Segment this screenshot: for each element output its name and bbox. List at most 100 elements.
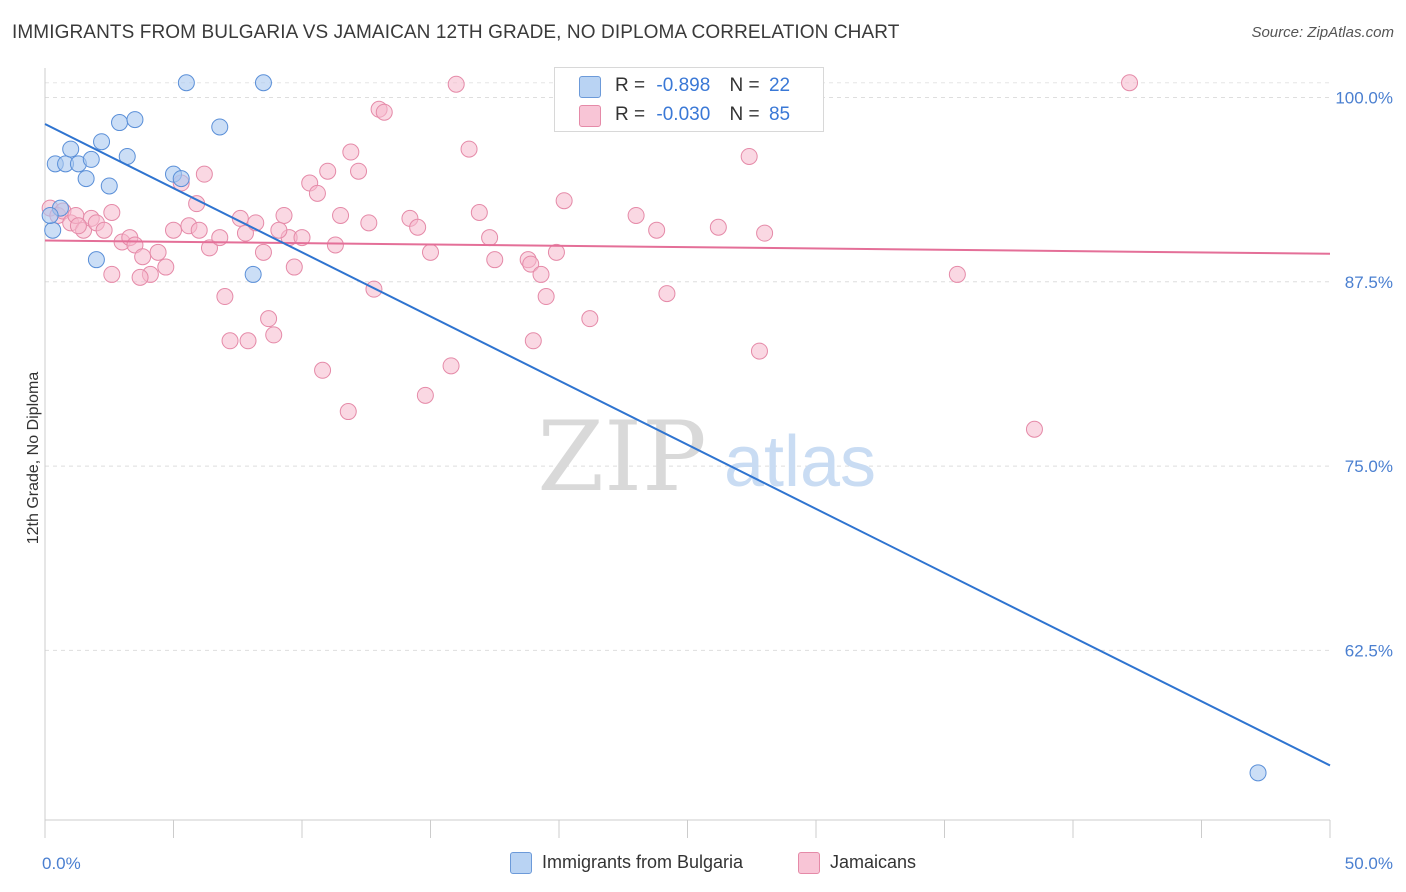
bottom-legend-swatch-pink xyxy=(798,852,820,875)
jamaicans-point xyxy=(239,332,257,350)
bottom-legend-label: Immigrants from Bulgaria xyxy=(542,852,744,872)
jamaicans-point xyxy=(948,265,966,283)
watermark-atlas: atlas xyxy=(724,422,876,502)
jamaicans-point xyxy=(165,221,182,239)
jamaicans-point xyxy=(658,285,676,303)
y-tick-label: 62.5% xyxy=(1345,641,1393,660)
jamaicans-point xyxy=(69,217,87,235)
jamaicans-point xyxy=(486,251,504,269)
bulgaria-points xyxy=(41,74,1267,782)
jamaicans-point xyxy=(221,332,239,350)
jamaicans-point xyxy=(460,140,478,158)
jamaicans-point xyxy=(134,248,152,266)
bulgaria-point xyxy=(211,118,229,136)
jamaicans-point xyxy=(275,206,293,224)
jamaicans-point xyxy=(157,258,175,276)
jamaicans-point xyxy=(416,386,434,404)
legend-n-label: N = xyxy=(729,104,760,125)
legend-swatch-blue xyxy=(579,76,601,98)
jamaicans-point xyxy=(522,255,540,273)
jamaicans-point xyxy=(481,229,499,247)
jamaicans-point xyxy=(149,243,167,261)
legend-n-label: N = xyxy=(729,75,760,96)
legend-n-value: 85 xyxy=(768,104,791,125)
jamaicans-point xyxy=(627,206,645,224)
jamaicans-point xyxy=(447,75,465,93)
jamaicans-point xyxy=(360,214,378,232)
legend-r-label: R = xyxy=(615,104,646,125)
bottom-legend-jamaicans: Jamaicans xyxy=(798,852,917,875)
jamaicans-trend-line xyxy=(44,239,1331,255)
y-tick-label: 87.5% xyxy=(1345,273,1393,292)
jamaicans-point xyxy=(339,403,357,421)
legend-n-value: 22 xyxy=(768,75,791,96)
jamaicans-point xyxy=(314,361,332,379)
bulgaria-point xyxy=(177,74,195,92)
watermark: ZIP atlas xyxy=(537,401,876,513)
legend-swatch-pink xyxy=(579,105,601,127)
jamaicans-point xyxy=(270,221,288,239)
jamaicans-point xyxy=(537,288,555,306)
jamaicans-point xyxy=(648,221,666,239)
jamaicans-point xyxy=(342,143,360,161)
jamaicans-point xyxy=(524,332,542,350)
jamaicans-point xyxy=(740,147,758,165)
bulgaria-point xyxy=(100,177,118,195)
jamaicans-point xyxy=(190,221,208,239)
jamaicans-point xyxy=(375,103,393,121)
bottom-legend-bulgaria: Immigrants from Bulgaria xyxy=(510,852,744,875)
jamaicans-point xyxy=(532,265,550,283)
jamaicans-point xyxy=(750,342,768,360)
bulgaria-point xyxy=(172,170,190,188)
jamaicans-point xyxy=(293,229,311,247)
jamaicans-point xyxy=(103,265,121,283)
jamaicans-point xyxy=(131,268,149,286)
watermark-zip: ZIP xyxy=(537,401,706,513)
jamaicans-point xyxy=(326,236,344,254)
bottom-legend-label: Jamaicans xyxy=(830,852,917,872)
y-tick-label: 75.0% xyxy=(1345,457,1393,476)
bulgaria-point xyxy=(111,114,129,132)
x-tick-label: 50.0% xyxy=(1345,854,1393,873)
bulgaria-point xyxy=(254,74,272,92)
bulgaria-point xyxy=(77,170,95,188)
legend-r-label: R = xyxy=(615,75,646,96)
stats-legend: R = -0.898 N = 22 R = -0.030 N = 85 xyxy=(554,67,824,132)
legend-r-value: -0.030 xyxy=(656,104,711,125)
bulgaria-point xyxy=(244,265,262,283)
jamaicans-point xyxy=(216,288,234,306)
jamaicans-point xyxy=(1025,420,1043,438)
jamaicans-point xyxy=(581,310,599,328)
jamaicans-point xyxy=(200,239,218,257)
bulgaria-point xyxy=(1249,764,1267,782)
jamaicans-point xyxy=(709,218,727,236)
jamaicans-point xyxy=(103,204,121,222)
y-tick-label: 100.0% xyxy=(1335,88,1393,107)
y-axis-label: 12th Grade, No Diploma xyxy=(25,372,42,545)
gridlines xyxy=(45,82,1330,651)
jamaicans-point xyxy=(265,326,283,344)
x-tick-label: 0.0% xyxy=(42,854,81,873)
jamaicans-point xyxy=(188,195,206,213)
bulgaria-point xyxy=(41,206,59,224)
axes xyxy=(44,68,1331,838)
chart-title: IMMIGRANTS FROM BULGARIA VS JAMAICAN 12T… xyxy=(12,22,900,43)
jamaicans-point xyxy=(442,357,460,375)
jamaicans-point xyxy=(308,184,326,202)
jamaicans-point xyxy=(350,162,368,180)
source-label: Source: ZipAtlas.com xyxy=(1251,24,1394,41)
jamaicans-point xyxy=(319,162,337,180)
bulgaria-point xyxy=(82,150,100,168)
bulgaria-point xyxy=(62,140,80,158)
jamaicans-point xyxy=(1121,74,1139,92)
tick-labels: 100.0% 87.5% 75.0% 62.5% 0.0% 50.0% xyxy=(42,88,1393,873)
jamaicans-point xyxy=(285,258,303,276)
bulgaria-point xyxy=(126,111,144,129)
jamaicans-point xyxy=(547,243,565,261)
jamaicans-point xyxy=(332,206,350,224)
jamaicans-point xyxy=(470,204,488,222)
jamaicans-point xyxy=(254,243,272,261)
jamaicans-point xyxy=(95,221,113,239)
bulgaria-trend-line xyxy=(44,123,1331,767)
